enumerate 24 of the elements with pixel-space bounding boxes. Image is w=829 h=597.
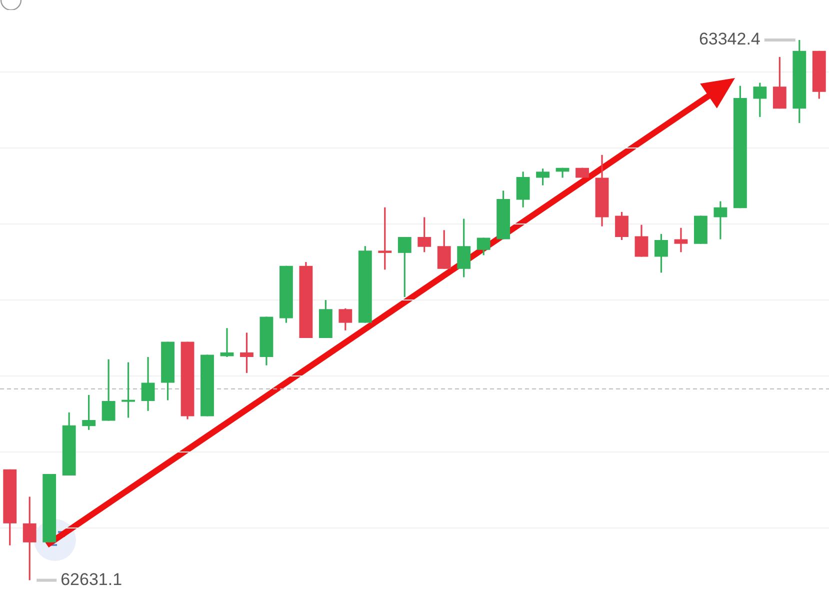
annotation: 63342.4 — [698, 30, 760, 49]
candlestick — [714, 200, 728, 240]
candlestick — [102, 358, 116, 422]
candlestick — [378, 206, 392, 270]
candlestick — [22, 496, 36, 582]
candlestick — [141, 356, 155, 412]
candlestick — [753, 82, 767, 118]
candlestick — [82, 394, 96, 431]
candlestick — [615, 211, 628, 241]
candlestick — [398, 236, 412, 298]
candlestick — [634, 224, 648, 258]
candlestick — [536, 168, 550, 186]
candlestick — [457, 218, 471, 278]
candlestick — [437, 229, 451, 270]
candlestick — [338, 308, 352, 332]
candlestick — [674, 227, 688, 253]
candlestick — [122, 362, 136, 419]
candlestick — [476, 236, 490, 256]
candlestick — [772, 56, 786, 110]
candlestick — [418, 216, 432, 253]
candlestick — [516, 170, 530, 208]
candlestick — [240, 332, 254, 374]
candlestick — [654, 233, 668, 274]
annotation: 62631.1 — [60, 570, 122, 589]
